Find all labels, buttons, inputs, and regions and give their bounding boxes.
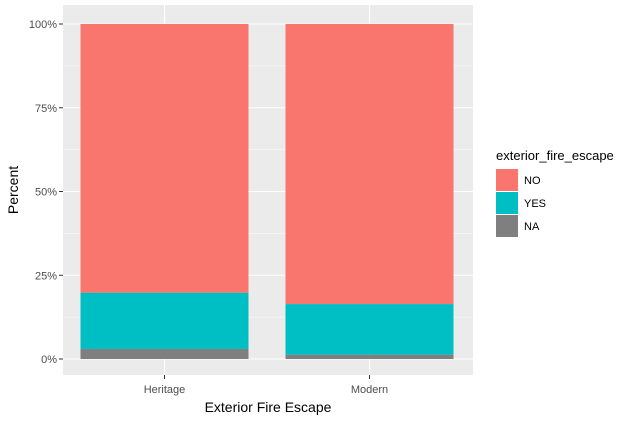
bar-modern-yes [285, 304, 454, 355]
legend-key-yes [496, 192, 518, 214]
x-axis-title: Exterior Fire Escape [205, 399, 332, 415]
legend-label-no: NO [524, 175, 541, 187]
legend-key-na [496, 215, 518, 237]
x-axis: Heritage Modern [144, 375, 388, 396]
bar-modern-na [285, 354, 454, 359]
x-tick-label: Modern [351, 384, 388, 396]
y-tick-label: 75% [35, 103, 57, 115]
legend: exterior_fire_escape NO YES NA [496, 148, 614, 237]
y-axis-title: Percent [5, 166, 21, 214]
x-tick-label: Heritage [144, 384, 186, 396]
bar-heritage-na [80, 348, 249, 359]
legend-key-no [496, 169, 518, 191]
y-axis: 0% 25% 50% 75% 100% [29, 19, 63, 366]
bar-heritage-yes [80, 292, 249, 349]
bars [80, 24, 454, 359]
legend-label-yes: YES [524, 198, 546, 210]
legend-title: exterior_fire_escape [496, 148, 614, 163]
y-tick-label: 25% [35, 270, 57, 282]
bar-modern-no [285, 24, 454, 305]
y-tick-label: 50% [35, 187, 57, 199]
y-tick-label: 100% [29, 19, 57, 31]
y-tick-label: 0% [41, 354, 57, 366]
bar-heritage-no [80, 24, 249, 293]
legend-label-na: NA [524, 221, 540, 233]
